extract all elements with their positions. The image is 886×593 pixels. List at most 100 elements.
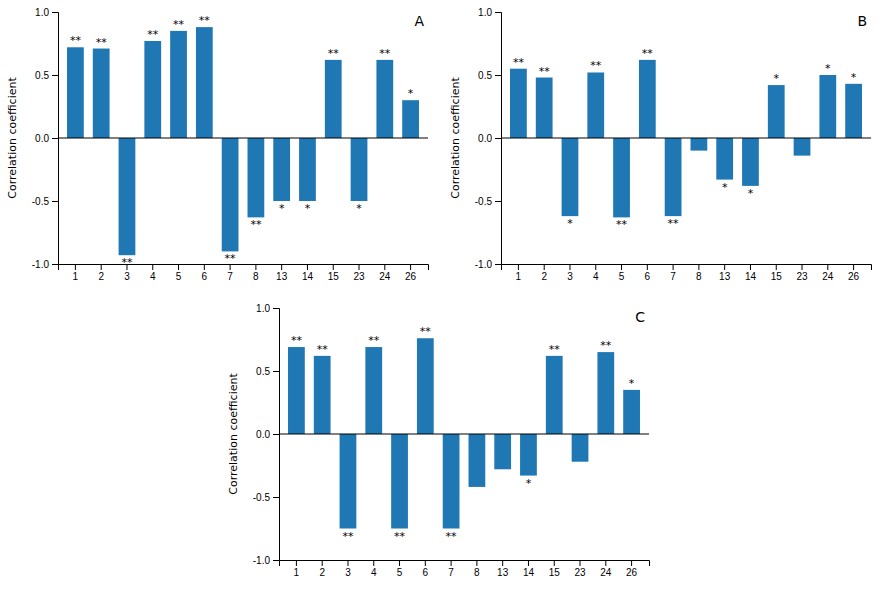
annotation: ** — [368, 334, 380, 347]
bar — [613, 138, 630, 217]
bar — [665, 138, 682, 216]
x-tick-mark — [595, 264, 596, 270]
y-tick-mark — [273, 560, 279, 561]
y-tick-mark — [52, 201, 58, 202]
y-tick-mark — [495, 201, 501, 202]
bar — [546, 356, 563, 434]
annotation: * — [851, 71, 857, 84]
y-tick-label: 1.0 — [478, 7, 492, 18]
annotation: * — [722, 181, 728, 194]
annotation: ** — [342, 530, 354, 543]
panel: -1.0-0.50.00.51.012345678131415232426Cor… — [227, 303, 650, 578]
x-tick-label: 23 — [574, 567, 586, 578]
y-tick: 0.0 — [256, 429, 279, 440]
x-tick-mark — [528, 560, 529, 566]
annotation: ** — [420, 325, 432, 338]
x-tick-label: 14 — [302, 271, 314, 282]
y-tick-mark — [495, 12, 501, 13]
x-tick-mark — [750, 264, 751, 270]
y-tick-label: 0.5 — [256, 366, 270, 377]
bar — [469, 434, 486, 487]
y-axis: -1.0-0.50.00.51.0 — [253, 303, 280, 566]
bar — [325, 60, 342, 138]
bar — [299, 138, 316, 201]
plot-area — [501, 60, 871, 218]
x-tick: 13 — [719, 264, 731, 282]
x-tick: 23 — [574, 560, 586, 578]
bar — [794, 138, 811, 156]
y-tick-mark — [273, 434, 279, 435]
bar — [391, 434, 408, 529]
zero-line — [58, 138, 428, 139]
annotation: ** — [70, 34, 82, 47]
x-tick-mark — [75, 264, 76, 270]
x-tick-label: 15 — [549, 567, 561, 578]
x-tick-label: 4 — [150, 271, 156, 282]
annotations: ******************** — [291, 325, 635, 542]
bar — [340, 434, 357, 529]
y-tick-label: 0.0 — [478, 133, 492, 144]
x-tick-label: 3 — [345, 567, 351, 578]
x-tick: 15 — [771, 264, 783, 282]
x-tick: 14 — [302, 264, 314, 282]
annotation: * — [279, 202, 285, 215]
x-tick-label: 13 — [497, 567, 509, 578]
x-tick-label: 15 — [771, 271, 783, 282]
y-tick-label: 1.0 — [256, 303, 270, 314]
bar — [510, 69, 527, 138]
y-axis-title: Correlation coefficient — [6, 77, 19, 199]
bar — [742, 138, 759, 186]
x-tick-mark — [399, 560, 400, 566]
x-tick: 8 — [253, 264, 259, 282]
x-tick-label: 7 — [227, 271, 233, 282]
x-tick-label: 4 — [371, 567, 377, 578]
x-tick-mark — [410, 264, 411, 270]
x-tick-label: 5 — [176, 271, 182, 282]
x-tick-mark — [631, 560, 632, 566]
y-tick-label: 0.0 — [35, 133, 49, 144]
x-tick: 7 — [448, 560, 454, 578]
x-tick-mark — [698, 264, 699, 270]
zero-line — [501, 138, 871, 139]
x-tick: 6 — [645, 264, 651, 282]
annotation: * — [567, 217, 573, 230]
x-axis-line — [59, 265, 429, 271]
annotation: ** — [616, 218, 628, 231]
annotation: ** — [147, 28, 159, 41]
bar — [768, 85, 785, 138]
x-tick: 2 — [98, 264, 104, 282]
y-axis-title: Correlation coefficient — [449, 77, 462, 199]
bar — [520, 434, 537, 476]
plot-area — [279, 338, 649, 528]
bar — [402, 100, 419, 138]
x-tick-mark — [502, 560, 503, 566]
bar — [716, 138, 733, 180]
y-tick: 1.0 — [256, 303, 279, 314]
bar — [314, 356, 331, 434]
bar — [119, 138, 136, 255]
x-tick: 4 — [371, 560, 377, 578]
x-tick-mark — [673, 264, 674, 270]
x-tick: 1 — [516, 264, 522, 282]
bar — [639, 60, 656, 138]
y-tick-label: -0.5 — [253, 492, 271, 503]
annotation: ** — [121, 256, 133, 269]
x-tick: 26 — [626, 560, 638, 578]
y-tick-mark — [52, 75, 58, 76]
x-axis: 12345678131415232426 — [59, 264, 429, 282]
bar — [67, 47, 84, 138]
x-tick: 5 — [176, 264, 182, 282]
x-tick: 24 — [600, 560, 612, 578]
bar — [170, 31, 187, 138]
annotation: * — [526, 477, 532, 490]
y-tick-mark — [495, 264, 501, 265]
bar — [222, 138, 239, 251]
bar — [248, 138, 265, 217]
annotations: ****************** — [513, 47, 857, 232]
x-tick-label: 1 — [516, 271, 522, 282]
x-tick: 7 — [227, 264, 233, 282]
x-tick-mark — [827, 264, 828, 270]
bar — [365, 347, 382, 434]
y-tick-label: 0.5 — [478, 70, 492, 81]
y-tick: -0.5 — [253, 492, 279, 503]
